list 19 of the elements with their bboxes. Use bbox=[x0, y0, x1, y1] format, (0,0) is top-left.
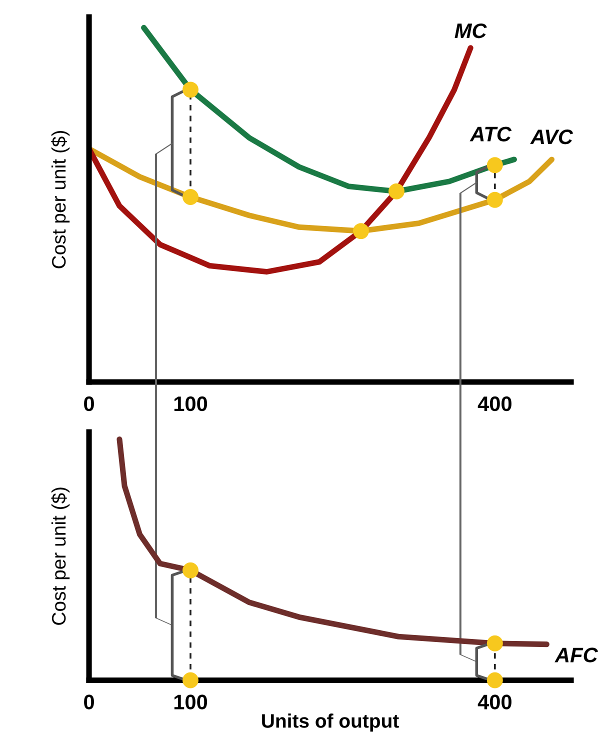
point bbox=[388, 183, 404, 200]
point bbox=[486, 157, 503, 174]
point bbox=[486, 192, 503, 208]
x-tick-label: 100 bbox=[174, 694, 208, 710]
x-tick-label: 0 bbox=[84, 694, 94, 710]
point bbox=[182, 82, 198, 98]
annotation: MC bbox=[454, 23, 488, 38]
x-axis-title: Units of output bbox=[262, 714, 399, 732]
x-tick-label: 400 bbox=[478, 396, 512, 412]
x-tick-label: 0 bbox=[84, 396, 94, 412]
point bbox=[352, 223, 369, 240]
x-tick-label: 400 bbox=[478, 694, 512, 710]
annotation: AVC bbox=[530, 129, 574, 144]
x-tick-label: 100 bbox=[174, 396, 208, 412]
y-axis-title: Cost per unit ($) bbox=[51, 488, 70, 625]
annotation: AFC bbox=[554, 648, 598, 662]
y-axis-title: Cost per unit ($) bbox=[51, 131, 70, 268]
point bbox=[182, 189, 198, 206]
annotation: ATC bbox=[470, 126, 512, 142]
